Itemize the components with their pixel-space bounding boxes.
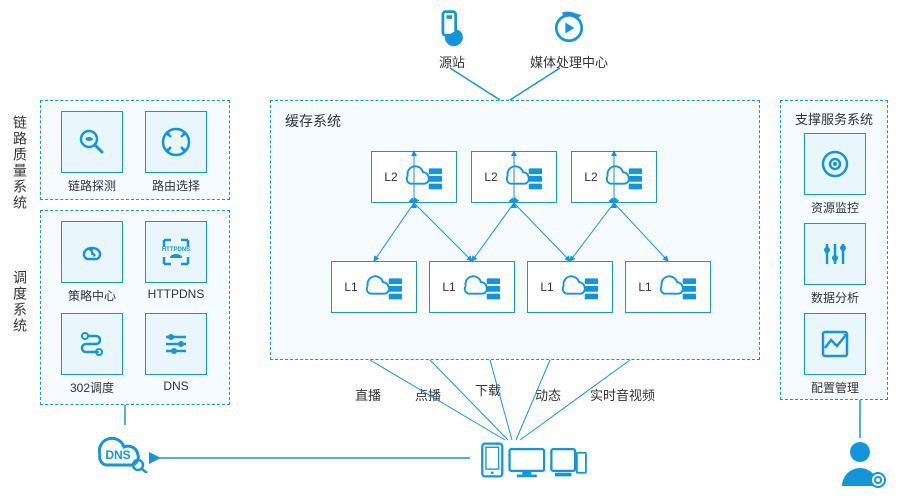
l1-node-0: L1	[331, 261, 417, 313]
svc-vod: 点播	[415, 385, 441, 404]
302-tile: 302调度	[61, 313, 123, 396]
link-detect-tile: 链路探测	[61, 111, 123, 194]
config-tile: 配置管理	[804, 313, 866, 396]
link-detect-icon	[76, 126, 108, 158]
cloud-server-icon	[502, 160, 544, 194]
config-icon	[819, 328, 851, 360]
l1-node-3: L1	[625, 261, 711, 313]
route-select-tile: 路由选择	[145, 111, 207, 194]
link-quality-title: 链路质量系统	[10, 115, 30, 211]
schedule-panel: 策略中心 HTTPDNS HTTPDNS 302调度 DNS	[40, 210, 230, 405]
cloud-server-icon	[362, 270, 404, 304]
support-user-edge	[855, 400, 875, 440]
l2-node-0: L2	[371, 151, 457, 203]
dns-label: DNS	[145, 379, 207, 393]
svc-dynamic: 动态	[535, 385, 561, 404]
analytics-tile: 数据分析	[804, 223, 866, 306]
route-select-icon	[160, 126, 192, 158]
policy-center-label: 策略中心	[61, 287, 123, 304]
cloud-server-icon	[602, 160, 644, 194]
admin-user	[838, 438, 886, 491]
cache-edges	[271, 101, 761, 361]
dns-cloud-icon: DNS	[90, 425, 150, 473]
origin-node: 源站	[430, 8, 474, 71]
cache-title: 缓存系统	[285, 111, 341, 131]
link-quality-panel: 链路探测 路由选择	[40, 100, 230, 200]
schedule-title: 调度系统	[10, 270, 30, 334]
media-center-label: 媒体处理中心	[530, 52, 608, 71]
support-panel: 支撑服务系统 资源监控 数据分析 配置管理	[780, 100, 888, 400]
svg-text:DNS: DNS	[105, 448, 130, 462]
analytics-label: 数据分析	[804, 289, 866, 306]
svc-download: 下载	[475, 380, 501, 399]
httpdns-label: HTTPDNS	[145, 287, 207, 301]
cloud-server-icon	[402, 160, 444, 194]
l2-node-1: L2	[471, 151, 557, 203]
svc-rtc: 实时音视频	[590, 385, 655, 404]
dns-cloud: DNS	[90, 425, 150, 476]
dns-arrow	[150, 448, 480, 468]
admin-user-icon	[838, 438, 886, 488]
cloud-server-icon	[460, 270, 502, 304]
support-title: 支撑服务系统	[781, 109, 887, 128]
client-devices	[480, 440, 590, 483]
monitor-icon	[819, 148, 851, 180]
httpdns-icon: HTTPDNS	[160, 236, 192, 268]
route-select-label: 路由选择	[145, 177, 207, 194]
origin-icon	[430, 8, 474, 48]
policy-center-tile: 策略中心	[61, 221, 123, 304]
302-icon	[76, 328, 108, 360]
svg-text:HTTPDNS: HTTPDNS	[162, 247, 190, 253]
devices-icon	[480, 440, 590, 480]
cache-panel: 缓存系统 L2 L2 L2 L1 L1 L1 L1	[270, 100, 760, 360]
cloud-server-icon	[656, 270, 698, 304]
svc-live: 直播	[355, 385, 381, 404]
l2-node-2: L2	[571, 151, 657, 203]
l1-node-2: L1	[527, 261, 613, 313]
dns-tile: DNS	[145, 313, 207, 393]
policy-center-icon	[76, 236, 108, 268]
origin-edges	[440, 68, 580, 103]
302-label: 302调度	[61, 379, 123, 396]
monitor-tile: 资源监控	[804, 133, 866, 216]
l1-node-1: L1	[429, 261, 515, 313]
media-center-icon	[547, 8, 591, 48]
media-center-node: 媒体处理中心	[530, 8, 608, 71]
dns-settings-icon	[160, 328, 192, 360]
analytics-icon	[819, 238, 851, 270]
origin-label: 源站	[439, 52, 465, 71]
config-label: 配置管理	[804, 379, 866, 396]
httpdns-tile: HTTPDNS HTTPDNS	[145, 221, 207, 301]
monitor-label: 资源监控	[804, 199, 866, 216]
link-detect-label: 链路探测	[61, 177, 123, 194]
cloud-server-icon	[558, 270, 600, 304]
